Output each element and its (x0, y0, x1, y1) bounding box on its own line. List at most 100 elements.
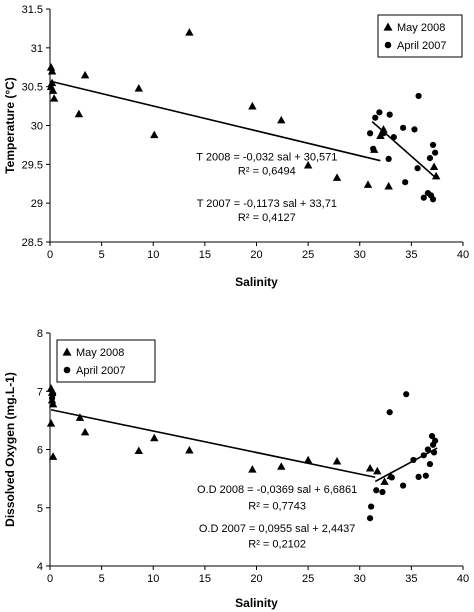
data-point-triangle (134, 446, 143, 455)
x-tick-label: 0 (47, 573, 53, 585)
data-point-circle (400, 124, 407, 131)
data-point-triangle (150, 130, 159, 139)
data-point-circle (368, 503, 375, 510)
data-point-triangle (303, 455, 313, 464)
data-point-triangle (277, 115, 286, 124)
y-axis-title: Temperature (°C) (3, 77, 17, 174)
data-point-circle (366, 130, 374, 137)
y-tick-label: 4 (37, 561, 43, 573)
data-point-triangle (48, 452, 58, 460)
legend-circle-marker (384, 41, 392, 49)
regression-equation: O.D 2008 = -0,0369 sal + 6,6861 (197, 484, 357, 496)
legend-entry-label: April 2007 (397, 40, 447, 52)
x-tick-label: 10 (147, 249, 159, 261)
data-point-circle (415, 92, 422, 100)
data-point-circle (400, 482, 407, 489)
data-point-circle (428, 433, 436, 440)
data-point-triangle (379, 125, 388, 133)
data-point-triangle (47, 66, 57, 75)
data-point-circle (426, 460, 434, 468)
data-point-circle (386, 409, 393, 416)
data-point-triangle (46, 384, 56, 392)
x-tick-label: 25 (302, 573, 314, 585)
y-tick-label: 7 (37, 386, 43, 398)
data-point-triangle (46, 419, 56, 427)
data-point-circle (410, 456, 417, 464)
data-point-triangle (380, 477, 389, 485)
data-point-triangle (429, 162, 439, 171)
x-tick-label: 20 (250, 573, 262, 585)
data-point-circle (432, 149, 439, 156)
r-squared-label: R² = 0,4127 (238, 212, 296, 224)
x-tick-label: 40 (457, 573, 469, 585)
legend-entry-label: May 2008 (397, 22, 445, 34)
regression-equation: T 2007 = -0,1173 sal + 33,71 (197, 198, 337, 210)
trendline (374, 447, 438, 483)
data-point-triangle (80, 427, 90, 436)
data-point-triangle (277, 462, 286, 470)
data-point-triangle (384, 181, 393, 190)
data-point-circle (414, 165, 421, 172)
r-squared-label: R² = 0,2102 (248, 538, 306, 550)
data-point-circle (426, 155, 434, 162)
y-tick-label: 31 (31, 43, 43, 55)
y-axis-title: Dissolved Oxygen (mg.L-1) (3, 372, 17, 527)
y-tick-label: 29 (31, 198, 43, 210)
y-tick-label: 8 (37, 328, 43, 340)
data-point-circle (372, 114, 379, 121)
regression-equation: T 2008 = -0,032 sal + 30,571 (196, 151, 337, 163)
data-point-circle (370, 145, 377, 152)
legend-box (56, 339, 156, 383)
y-tick-label: 30 (31, 121, 43, 133)
data-point-circle (422, 472, 429, 479)
x-tick-label: 35 (405, 573, 417, 585)
data-point-triangle (248, 465, 257, 473)
x-tick-label: 10 (147, 573, 159, 585)
r-squared-label: R² = 0,6494 (238, 165, 296, 177)
data-point-triangle (332, 456, 342, 465)
data-point-circle (403, 391, 410, 398)
data-point-circle (429, 141, 437, 149)
y-tick-label: 5 (37, 503, 43, 515)
x-tick-label: 20 (250, 249, 262, 261)
y-tick-label: 30.5 (22, 82, 43, 94)
data-point-triangle (332, 173, 342, 181)
data-point-circle (402, 179, 409, 186)
y-tick-label: 28.5 (22, 237, 43, 249)
x-axis-title: Salinity (235, 275, 278, 289)
y-tick-label: 6 (37, 445, 43, 457)
r-squared-label: R² = 0,7743 (248, 500, 306, 512)
data-point-triangle (74, 109, 84, 118)
data-point-triangle (49, 94, 59, 102)
y-tick-label: 31.5 (22, 4, 43, 16)
data-point-circle (411, 126, 418, 133)
data-point-circle (388, 474, 395, 481)
data-point-triangle (303, 160, 313, 169)
data-point-circle (432, 437, 439, 444)
data-point-triangle (80, 70, 90, 79)
data-point-circle (48, 395, 56, 402)
data-point-triangle (248, 101, 257, 110)
data-point-circle (379, 488, 386, 496)
data-point-triangle (185, 28, 194, 36)
data-point-circle (429, 196, 437, 203)
data-point-triangle (48, 399, 58, 408)
x-tick-label: 0 (47, 249, 53, 261)
data-point-circle (385, 155, 392, 162)
legend-circle-marker (63, 366, 71, 374)
data-point-triangle (150, 433, 159, 442)
data-point-triangle (75, 413, 85, 421)
data-point-triangle (365, 463, 375, 472)
data-point-circle (380, 130, 387, 137)
regression-equation: O.D 2007 = 0,0955 sal + 2,4437 (199, 523, 356, 535)
x-tick-label: 25 (302, 249, 314, 261)
x-tick-label: 30 (354, 573, 366, 585)
data-point-triangle (373, 466, 382, 475)
legend-entry-label: May 2008 (76, 347, 124, 359)
data-point-circle (390, 134, 397, 141)
trendline (50, 408, 376, 479)
data-point-triangle (48, 86, 58, 94)
data-point-circle (424, 446, 431, 453)
y-tick-label: 29.5 (22, 159, 43, 171)
x-tick-label: 15 (199, 573, 211, 585)
